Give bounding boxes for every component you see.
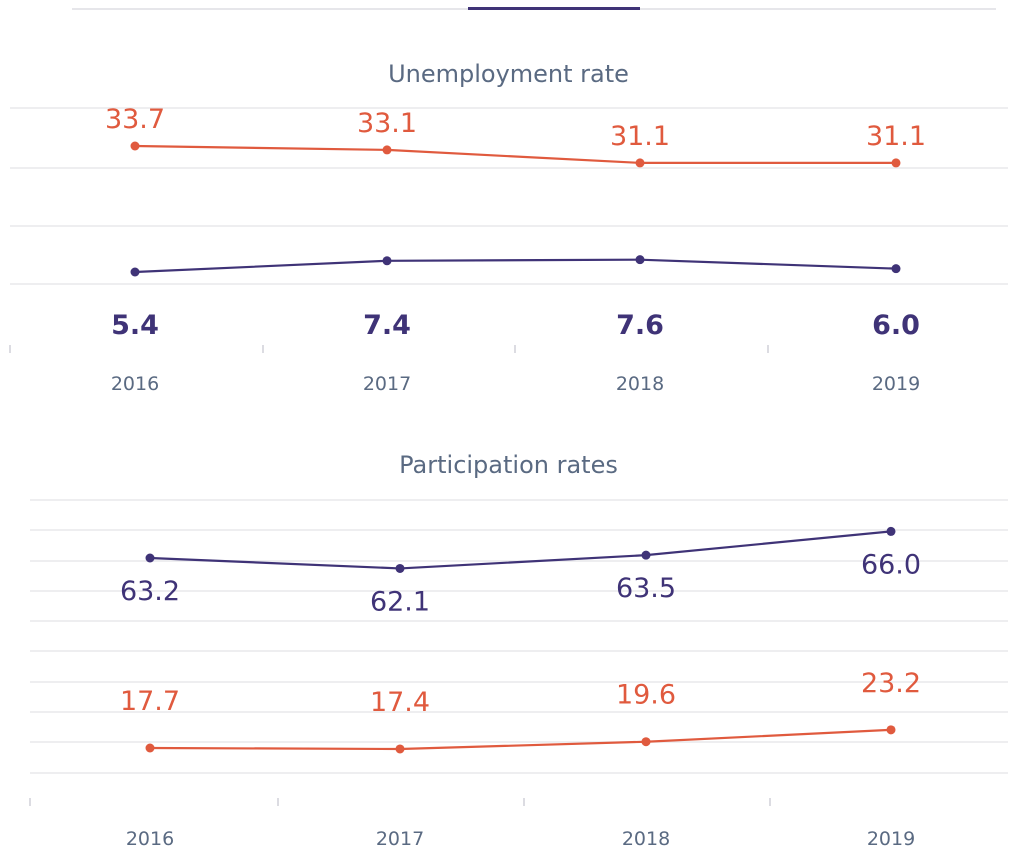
chart1-series2-point [382,256,392,266]
chart2-x-tick-label: 2018 [622,828,670,850]
chart2-series2-data-label: 17.4 [370,687,430,718]
chart1-series2-point [891,264,901,274]
chart-title-unemployment: Unemployment rate [388,60,629,88]
chart2-x-tick-label: 2017 [376,828,424,850]
chart1-series1-point [130,141,140,151]
chart1-series1-line [134,144,896,164]
chart2-series1-data-label: 62.1 [370,586,430,617]
chart2-series1-point [395,563,405,573]
chart1-series2-point [635,255,645,265]
chart2-series2-point [886,725,896,735]
chart1-series1-point [635,158,645,168]
chart1-series1-data-label: 31.1 [866,121,926,152]
chart2-series1-data-label: 63.5 [616,573,676,604]
chart2-series2-data-label: 19.6 [616,680,676,711]
chart2-series2-line [149,728,892,751]
chart2-series2-data-label: 23.2 [861,668,921,699]
chart2-series1-point [886,526,896,536]
chart1-series2-point [130,267,140,277]
chart1-x-tick-label: 2018 [616,373,664,395]
chart1-series2-data-label: 7.6 [616,310,664,341]
chart2-series2-point [145,743,155,753]
chart2-series1-point [145,553,155,563]
chart2-series1-data-label: 63.2 [120,576,180,607]
chart2-series2-data-label: 17.7 [120,686,180,717]
chart1-series1-data-label: 33.1 [357,108,417,139]
chart1-series1-data-label: 33.7 [105,104,165,135]
chart2-series1-point [641,550,651,560]
chart-title-participation: Participation rates [399,451,618,479]
chart1-series1-point [382,145,392,155]
chart1-series2-data-label: 5.4 [111,310,159,341]
active-tab-indicator[interactable] [468,7,640,10]
chart1-series1-data-label: 31.1 [610,121,670,152]
chart2-series1-line [149,530,892,570]
chart2-series2-point [395,744,405,754]
chart1-x-tick-label: 2016 [111,373,159,395]
chart2-series2-point [641,737,651,747]
chart1-series2-line [134,258,897,274]
chart1-series2-data-label: 7.4 [363,310,411,341]
chart2-series1-data-label: 66.0 [861,549,921,580]
chart2-x-tick-label: 2019 [867,828,915,850]
chart2-x-tick-label: 2016 [126,828,174,850]
chart1-x-tick-label: 2019 [872,373,920,395]
chart1-series2-data-label: 6.0 [872,310,920,341]
chart1-x-tick-label: 2017 [363,373,411,395]
chart1-series1-point [891,158,901,168]
